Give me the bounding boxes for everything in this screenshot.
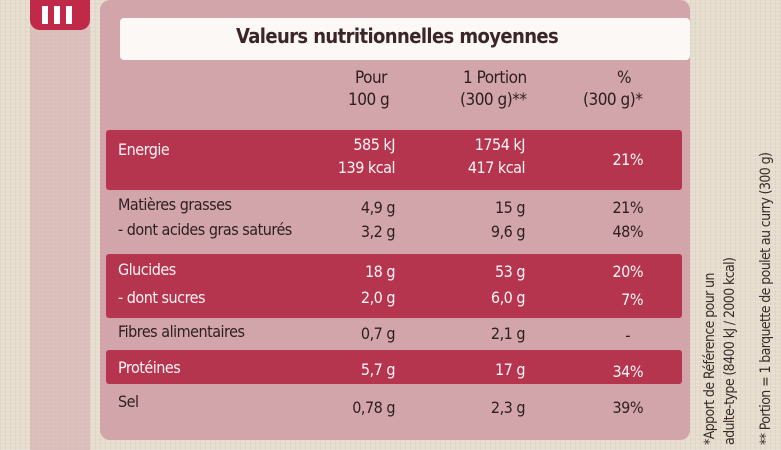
row-label-matieres-grasses: Matières grasses [118,195,232,214]
table-title: Valeurs nutritionnelles moyennes [236,24,559,48]
sucres-pour: 2,0 g [360,288,396,307]
sel-pct: 39% [612,398,644,417]
acides-gras-pct: 48% [612,222,644,241]
brand-logo [30,0,90,30]
row-label-acides-gras-satures: - dont acides gras saturés [118,220,292,239]
fibres-pour: 0,7 g [360,324,396,343]
glucides-portion: 53 g [494,262,526,281]
matieres-grasses-pct: 21% [612,198,644,217]
header-pct-unit: (300 g)* [583,90,643,110]
footnote-line3: ** Portion = 1 barquette de poulet au cu… [758,152,774,445]
header-pour: Pour [355,68,387,88]
band-proteines [106,350,682,384]
fibres-pct: - [625,326,630,345]
sucres-portion: 6,0 g [490,288,526,307]
acides-gras-pour: 3,2 g [360,222,396,241]
acides-gras-portion: 9,6 g [490,222,526,241]
row-label-glucides: Glucides [118,260,176,279]
header-pct: % [617,68,632,88]
matieres-grasses-portion: 15 g [494,198,526,217]
band-energie [106,130,682,190]
row-label-fibres: Fibres alimentaires [118,322,245,341]
header-pour-unit: 100 g [348,90,390,110]
footnote-line1: *Apport de Référence pour un [702,273,718,445]
glucides-pour: 18 g [364,262,396,281]
energie-portion-kcal: 417 kcal [467,158,526,177]
glucides-pct: 20% [612,262,644,281]
energie-pour-kcal: 139 kcal [337,158,396,177]
title-box [120,18,690,60]
matieres-grasses-pour: 4,9 g [360,198,396,217]
sel-pour: 0,78 g [352,398,395,417]
sel-portion: 2,3 g [490,398,526,417]
sucres-pct: 7% [621,290,643,309]
proteines-pct: 34% [612,362,644,381]
header-portion: 1 Portion [463,68,527,88]
energie-portion-kj: 1754 kJ [474,135,526,154]
proteines-pour: 5,7 g [360,360,396,379]
footnote-line2: adulte-type (8400 kJ / 2000 kcal) [722,257,738,445]
row-label-sucres: - dont sucres [118,288,206,307]
fibres-portion: 2,1 g [490,324,526,343]
band-glucides [106,254,682,318]
row-label-sel: Sel [118,392,139,411]
packaging-stripe [30,0,90,450]
header-portion-unit: (300 g)** [460,90,527,110]
proteines-portion: 17 g [494,360,526,379]
energie-pct: 21% [612,150,644,169]
row-label-proteines: Protéines [118,358,181,377]
row-label-energie: Energie [118,140,170,159]
energie-pour-kj: 585 kJ [353,135,395,154]
